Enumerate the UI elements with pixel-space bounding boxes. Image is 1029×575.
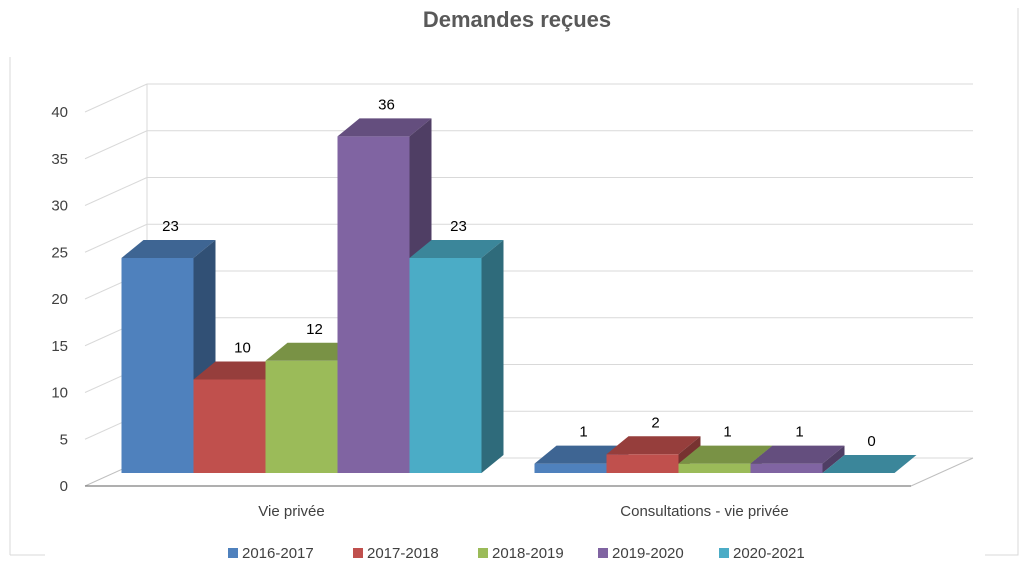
data-label: 2 xyxy=(651,414,659,431)
y-tick-label: 5 xyxy=(60,431,68,448)
legend-item: 2020-2021 xyxy=(719,545,805,562)
y-tick-label: 20 xyxy=(51,291,68,308)
gridline-side xyxy=(84,83,148,113)
data-label: 1 xyxy=(795,424,803,441)
y-tick-label: 15 xyxy=(51,338,68,355)
bar-front xyxy=(265,360,338,473)
legend-swatch xyxy=(719,548,729,558)
legend-label: 2017-2018 xyxy=(367,545,439,562)
legend-swatch xyxy=(228,548,238,558)
y-tick-label: 0 xyxy=(60,478,68,495)
legend-swatch xyxy=(598,548,608,558)
bar-top xyxy=(678,445,773,464)
y-tick-label: 10 xyxy=(51,385,68,402)
bar xyxy=(409,239,504,473)
bar-front xyxy=(193,379,266,473)
bar-side xyxy=(822,445,845,473)
bar-top xyxy=(265,342,360,361)
legend-label: 2019-2020 xyxy=(612,545,684,562)
x-tick-label: Consultations - vie privée xyxy=(620,503,788,520)
legend-swatch xyxy=(478,548,488,558)
chart-title: Demandes reçues xyxy=(423,7,611,32)
bar-top xyxy=(534,445,629,464)
y-tick-label: 30 xyxy=(51,198,68,215)
bar-front xyxy=(121,257,194,473)
data-label: 0 xyxy=(867,433,875,450)
data-label: 12 xyxy=(306,321,323,338)
y-tick-label: 35 xyxy=(51,151,68,168)
legend-item: 2018-2019 xyxy=(478,545,564,562)
chart-frame xyxy=(9,8,1019,556)
bar-front xyxy=(750,463,823,473)
bar-top xyxy=(606,436,701,455)
bar-top xyxy=(337,118,432,137)
legend-label: 2016-2017 xyxy=(242,545,314,562)
legend-swatch xyxy=(353,548,363,558)
bar-front xyxy=(409,257,482,473)
bar-front xyxy=(534,463,607,473)
legend-item: 2016-2017 xyxy=(228,545,314,562)
legend-label: 2020-2021 xyxy=(733,545,805,562)
y-tick-label: 25 xyxy=(51,244,68,261)
data-label: 1 xyxy=(723,424,731,441)
legend-item: 2017-2018 xyxy=(353,545,439,562)
bar-front xyxy=(337,136,410,473)
bar-top xyxy=(121,239,216,258)
gridline-side xyxy=(84,223,148,253)
y-tick-label: 40 xyxy=(51,104,68,121)
legend-item: 2019-2020 xyxy=(598,545,684,562)
bar-front xyxy=(678,463,751,473)
bar xyxy=(822,455,917,473)
data-label: 23 xyxy=(162,218,179,235)
bar xyxy=(750,445,845,473)
data-label: 1 xyxy=(579,424,587,441)
bar-top xyxy=(750,445,845,464)
gridline-side xyxy=(84,177,148,206)
bar-top xyxy=(193,361,288,380)
bar-side xyxy=(481,239,504,473)
data-label: 10 xyxy=(234,340,251,357)
bar-top xyxy=(822,455,917,473)
x-tick-label: Vie privée xyxy=(258,503,324,520)
data-label: 23 xyxy=(450,218,467,235)
bar-top xyxy=(409,239,504,258)
gridline-side xyxy=(84,130,148,160)
floor-right xyxy=(910,457,974,487)
data-label: 36 xyxy=(378,96,395,113)
legend-label: 2018-2019 xyxy=(492,545,564,562)
bar-front xyxy=(606,454,679,473)
